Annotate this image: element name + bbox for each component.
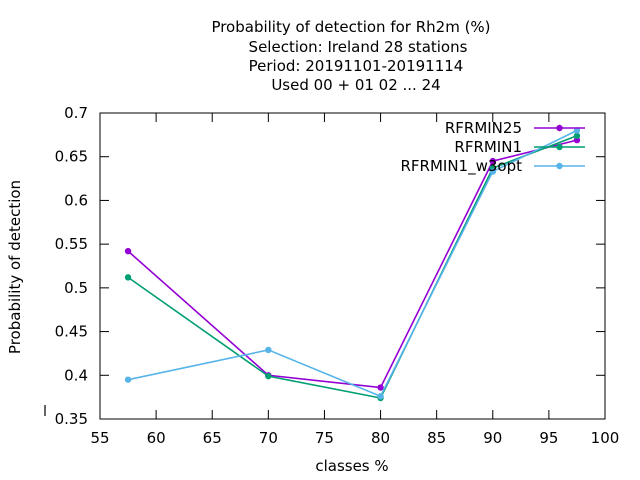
chart-title: Probability of detection for Rh2m (%) Se… [211,18,490,94]
x-tick-label: 85 [427,429,446,447]
x-tick-label: 90 [483,429,502,447]
y-tick-label: 0.6 [64,191,88,209]
y-tick-label: 0.45 [55,323,88,341]
y-tick-label: 0.7 [64,104,88,122]
data-point [489,157,496,165]
data-point [124,274,132,281]
title-line-4: Used 00 + 01 02 ... 24 [271,76,440,94]
data-point [377,384,384,391]
series-line [127,139,578,389]
data-point [124,247,132,255]
data-point [265,346,272,354]
x-tick-label: 100 [591,429,620,447]
y-tick-label: 0.65 [55,148,88,166]
x-axis-ticks: 55 60 65 70 75 80 85 90 95 100 [90,113,619,447]
data-point [573,132,581,139]
data-point [489,168,496,175]
legend-marker [556,162,563,170]
data-point [265,372,272,380]
x-tick-label: 60 [147,429,166,447]
x-tick-label: 65 [203,429,222,447]
series-group [124,127,581,402]
y-tick-label: 0.5 [64,279,88,297]
title-line-1: Probability of detection for Rh2m (%) [211,18,490,36]
legend-marker [556,124,563,132]
y-tick-label: 0.35 [55,410,88,428]
data-point [573,136,581,144]
y-tick-label: 0.55 [55,235,88,253]
series-line [127,134,578,399]
title-line-2: Selection: Ireland 28 stations [249,38,468,56]
x-tick-label: 55 [90,429,109,447]
legend-marker [556,143,563,151]
x-axis-label: classes % [315,457,388,475]
data-point [573,127,581,134]
legend-label: RFRMIN1_w3opt [401,157,523,176]
title-line-3: Period: 20191101-20191114 [249,57,464,75]
y-axis-ticks: 0.35 0.4 0.45 0.5 0.55 0.6 0.65 0.7 [55,104,605,428]
legend-label: RFRMIN1 [454,138,522,156]
x-tick-label: 75 [315,429,334,447]
x-tick-label: 70 [259,429,278,447]
legend-label: RFRMIN25 [445,119,522,137]
x-tick-label: 80 [371,429,390,447]
y-tick-label: 0.4 [64,366,88,384]
series-rfrmin1-w3opt [124,127,581,400]
data-point [124,376,132,383]
x-tick-label: 95 [539,429,558,447]
plot-border [99,112,606,420]
y-axis-label: Probability of detection [6,180,24,354]
data-point [377,393,384,400]
